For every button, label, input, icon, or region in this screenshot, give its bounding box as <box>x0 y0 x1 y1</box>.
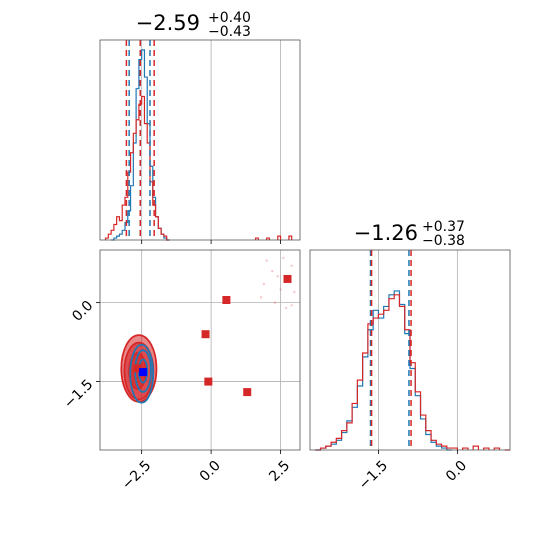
x-tick-label: 0.0 <box>197 458 224 485</box>
axes-frame <box>99 249 301 451</box>
red-marker <box>283 274 292 283</box>
histogram-panel-a: −2.59 +0.40 −0.43 <box>99 10 301 244</box>
sample-point <box>290 304 293 307</box>
title-median: −1.26 <box>354 221 418 245</box>
histogram-series <box>104 49 293 241</box>
blue-marker <box>139 368 148 377</box>
red-marker <box>201 330 210 339</box>
x-tick-label: 0.0 <box>443 458 470 485</box>
quantile-lines <box>369 250 412 450</box>
tick-marks <box>378 450 458 454</box>
red-marker <box>222 296 231 304</box>
tick-marks <box>141 240 281 244</box>
x-tick-label: 2.5 <box>266 458 293 485</box>
sample-point <box>279 288 282 291</box>
title-minus: −0.38 <box>422 233 465 249</box>
panel-title: −1.26 <box>354 221 418 245</box>
grid-lines <box>378 250 458 450</box>
histogram-step <box>104 95 293 241</box>
histogram-step <box>315 294 510 451</box>
title-median: −2.59 <box>136 11 200 35</box>
sample-point <box>284 306 288 310</box>
faint-samples <box>259 256 296 310</box>
red-marker <box>243 388 252 397</box>
y-tick-labels: 0.0 −1.5 <box>61 298 96 412</box>
sample-point <box>259 296 263 299</box>
sample-point <box>290 264 293 267</box>
sample-point <box>282 256 285 260</box>
sample-point <box>273 301 277 304</box>
sample-point <box>276 275 279 278</box>
sample-point <box>262 283 266 286</box>
quantile-lines <box>125 40 155 240</box>
red-marker <box>204 377 213 386</box>
sample-point <box>293 290 296 294</box>
blue-contour <box>129 343 155 404</box>
histogram-panel-b: −1.5 0.0 −1.26 +0.37 −0.38 <box>309 219 511 493</box>
grid-lines <box>141 40 281 240</box>
title-plus: +0.40 <box>208 10 251 26</box>
panel-title: −2.59 <box>136 11 200 35</box>
axes-frame <box>309 249 511 451</box>
red-marker <box>133 364 142 373</box>
x-tick-labels: −2.5 0.0 2.5 <box>119 458 293 493</box>
scatter-panel-ab: −2.5 0.0 2.5 0.0 −1.5 <box>61 249 301 493</box>
y-tick-label: −1.5 <box>61 377 96 412</box>
x-tick-labels: −1.5 0.0 <box>356 458 470 493</box>
histogram-series <box>315 290 510 451</box>
title-minus: −0.43 <box>208 24 251 40</box>
markers <box>133 274 292 397</box>
x-tick-label: −1.5 <box>356 458 391 493</box>
axes-frame <box>99 39 301 241</box>
y-tick-label: 0.0 <box>69 298 96 325</box>
x-tick-label: −2.5 <box>119 458 154 493</box>
title-plus: +0.37 <box>422 219 465 235</box>
sample-point <box>271 269 274 273</box>
sample-point <box>265 259 268 262</box>
tick-marks <box>96 302 281 454</box>
